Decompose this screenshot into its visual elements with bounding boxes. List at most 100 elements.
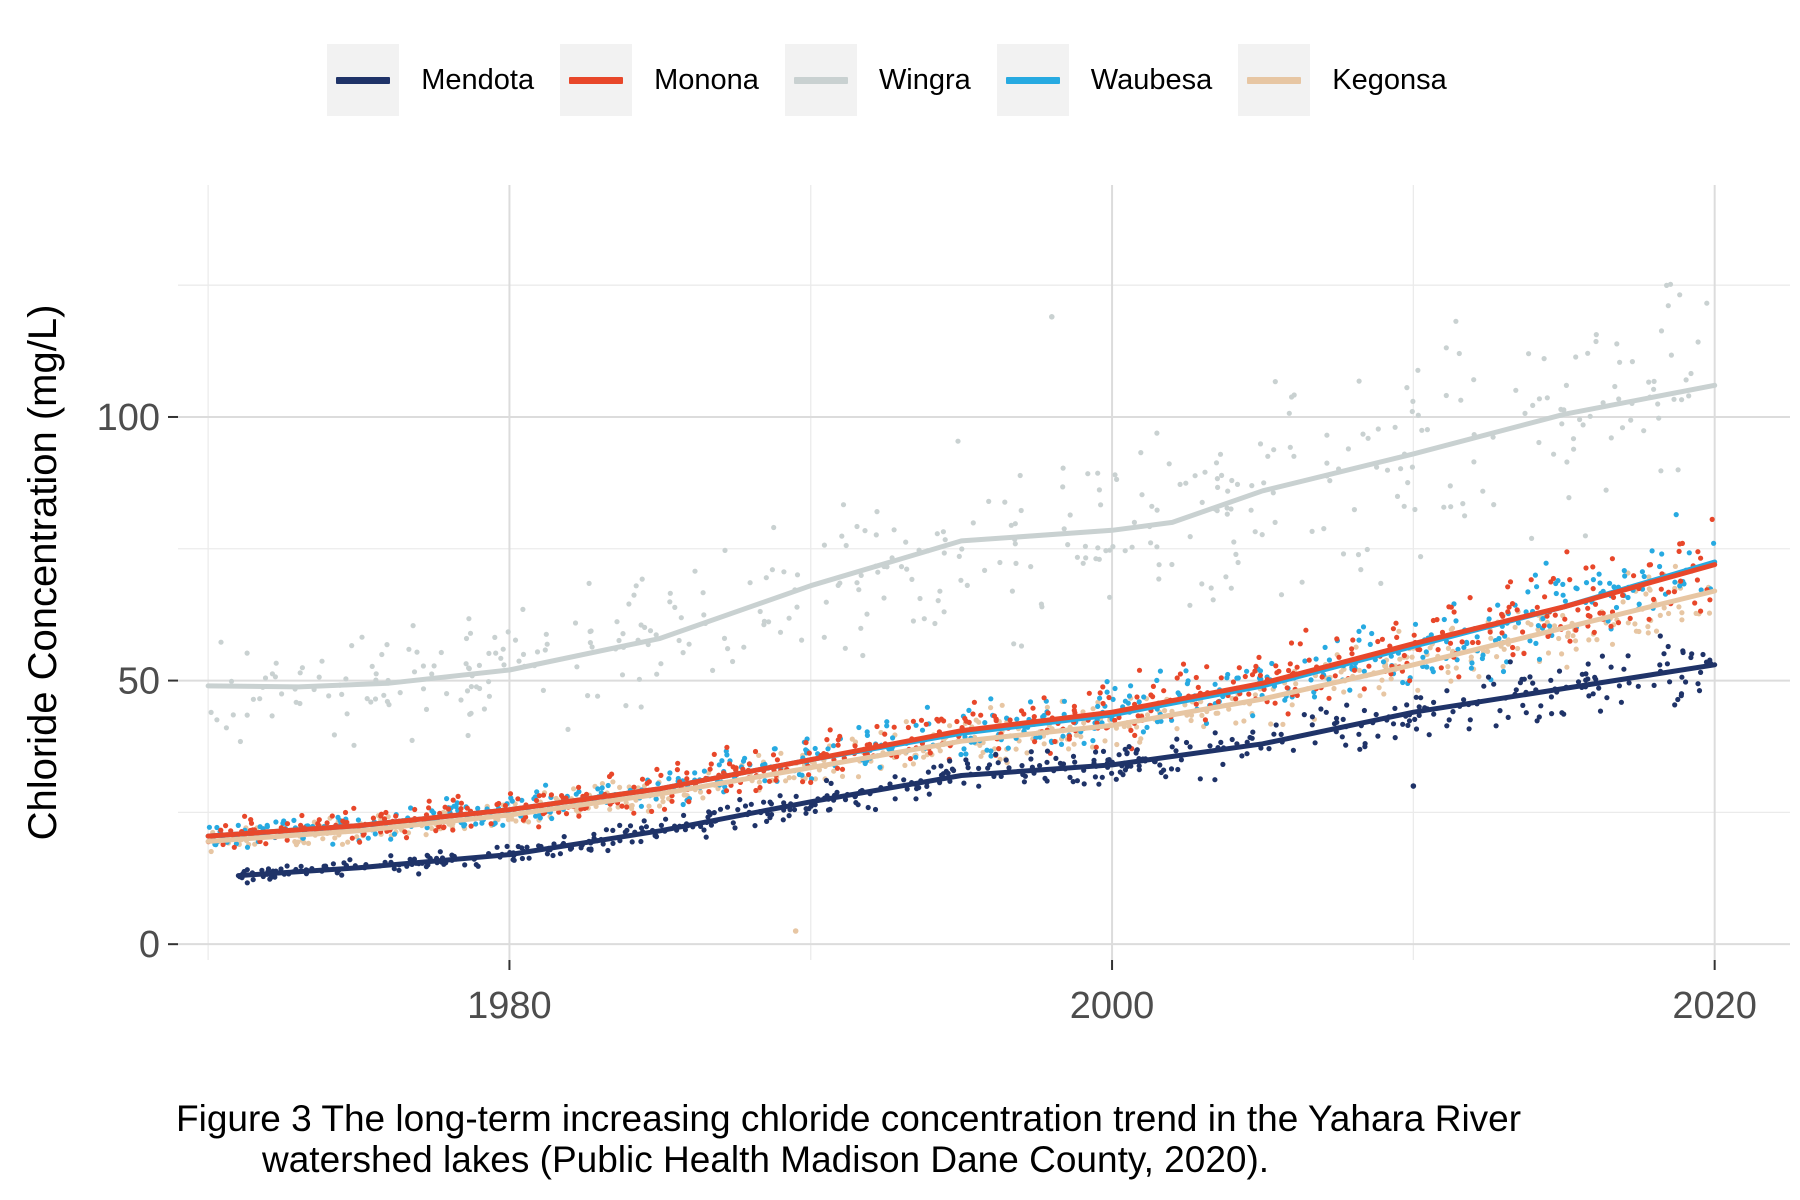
data-point [1161,688,1167,694]
data-point [1124,750,1130,756]
trend-line-wingra [205,382,1718,690]
data-point [1322,644,1328,651]
data-point [1360,431,1366,437]
data-point [339,872,345,878]
data-point [1061,526,1067,532]
data-point [1248,507,1254,513]
data-point [1509,601,1516,607]
legend-key [784,44,857,116]
data-point [1309,722,1315,728]
data-point [1169,561,1175,568]
data-point [941,550,947,556]
data-point [426,805,432,811]
data-point [1695,549,1701,555]
data-point [1686,550,1692,556]
data-point [1593,332,1599,338]
data-point [1361,686,1367,692]
data-point [316,674,322,680]
data-point [1286,410,1292,416]
data-point [1577,416,1583,423]
data-point [1413,726,1420,732]
data-point [609,771,615,777]
data-point [423,864,429,870]
data-point [1571,446,1577,452]
data-point [892,796,898,802]
data-point [619,803,625,809]
data-point [924,704,931,710]
data-point [1485,674,1492,680]
data-point [1495,602,1501,608]
data-point [1390,626,1396,632]
data-point [1095,470,1101,476]
data-point [1045,710,1051,716]
data-point [1156,576,1162,582]
data-point [803,747,809,753]
data-point [397,690,403,696]
data-point [1276,668,1282,674]
data-point [557,851,564,857]
data-point [631,592,637,598]
data-point [343,676,349,682]
data-point [624,804,630,810]
data-point [461,823,467,829]
data-point [1007,717,1013,723]
data-point [1651,596,1657,603]
data-point [1112,685,1118,692]
data-point [244,880,250,886]
data-point [1202,717,1208,723]
data-point [473,684,480,690]
data-point [1661,651,1667,657]
data-point [1462,513,1468,519]
data-point [1546,623,1553,629]
data-point [1199,712,1205,719]
data-point [660,799,666,805]
data-point [444,796,450,802]
data-point [1356,378,1362,384]
data-point [1528,622,1534,628]
data-point [1527,638,1533,644]
data-point [1400,679,1406,686]
data-point [684,770,690,776]
data-point [924,783,930,790]
data-point [1441,504,1447,510]
data-point [1228,506,1234,512]
data-point [465,732,471,739]
data-point [481,706,487,712]
data-point [786,813,792,819]
data-point [1358,567,1364,573]
data-point [486,650,492,657]
data-point [766,619,772,625]
data-point [526,855,532,861]
data-point [1379,677,1385,683]
data-point [839,533,845,539]
data-point [1665,303,1671,309]
data-point [509,816,515,822]
data-point [424,852,430,858]
data-point [420,686,427,692]
data-point [680,650,686,656]
data-point [941,609,947,615]
points-monona [205,516,1715,850]
data-point [1596,685,1602,691]
data-point [595,786,601,792]
data-point [1709,516,1715,523]
data-point [1110,696,1116,703]
data-point [1081,781,1087,787]
data-point [1536,439,1542,446]
data-point [1070,753,1077,760]
data-point [1596,571,1602,577]
data-point [467,711,473,717]
data-point [331,732,337,738]
data-point [1507,579,1514,585]
data-point [812,745,818,752]
data-point [1021,711,1027,717]
data-point [1375,733,1381,739]
data-point [1474,634,1480,640]
data-point [1228,585,1234,591]
data-point [1318,706,1324,712]
data-point [965,765,971,771]
data-point [1288,640,1295,646]
data-point [1188,717,1194,724]
data-point [542,647,548,653]
data-point [1158,718,1164,724]
